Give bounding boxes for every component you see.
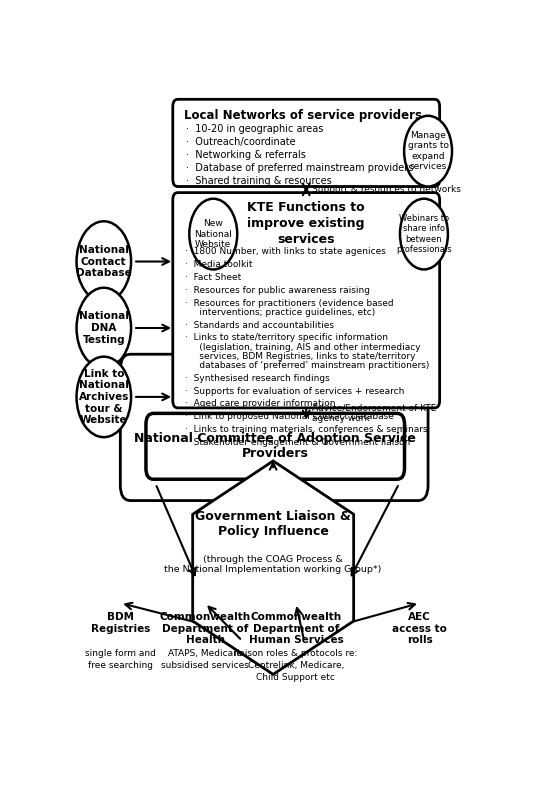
Text: Local Networks of service providers: Local Networks of service providers [184,109,422,122]
Text: Manage
grants to
expand
services: Manage grants to expand services [408,131,449,171]
Text: ·  Synthesised research findings: · Synthesised research findings [185,374,330,383]
Text: ·  Standards and accountabilities: · Standards and accountabilities [185,321,334,329]
Text: Link to
National
Archives
tour &
Website: Link to National Archives tour & Website [78,369,129,425]
Circle shape [404,116,452,187]
Text: ·  Links to state/territory specific information: · Links to state/territory specific info… [185,333,388,342]
Circle shape [77,221,131,302]
Text: subsidised services: subsidised services [161,661,249,670]
Text: AEC
access to
rolls: AEC access to rolls [392,612,447,645]
Text: ·  Aged care provider information: · Aged care provider information [185,399,336,409]
Text: KTE Functions to
improve existing
services: KTE Functions to improve existing servic… [247,201,365,246]
Text: Commonwealth
Department of
Human Services: Commonwealth Department of Human Service… [248,612,343,645]
Text: Commonwealth
Department of
Health: Commonwealth Department of Health [159,612,251,645]
Text: National Committee of Adoption Service
Providers: National Committee of Adoption Service P… [134,432,416,460]
Text: single form and: single form and [85,649,156,658]
Text: Child Support etc: Child Support etc [256,673,335,682]
Text: ·  Database of preferred mainstream providers: · Database of preferred mainstream provi… [187,162,414,173]
Text: ·  10-20 in geographic areas: · 10-20 in geographic areas [187,124,324,135]
Text: ·  Resources for practitioners (evidence based: · Resources for practitioners (evidence … [185,299,394,308]
Text: Webinars to
share info
between
professionals: Webinars to share info between professio… [396,214,452,254]
Text: databases of ‘preferred’ mainstream practitioners): databases of ‘preferred’ mainstream prac… [185,361,430,370]
Text: New
National
Website: New National Website [195,219,232,249]
FancyBboxPatch shape [173,192,440,408]
Text: Advice/Endorsement of KTE
agency work: Advice/Endorsement of KTE agency work [312,404,437,424]
Text: Centrelink, Medicare,: Centrelink, Medicare, [248,661,344,670]
Polygon shape [192,461,354,675]
Circle shape [189,199,237,269]
Text: ·  Media toolkit: · Media toolkit [185,261,253,269]
Text: National
DNA
Testing: National DNA Testing [79,311,129,345]
Text: BDM
Registries: BDM Registries [91,612,150,634]
Text: Government Liaison &
Policy Influence: Government Liaison & Policy Influence [195,510,351,538]
Text: liaison roles & protocols re:: liaison roles & protocols re: [234,649,358,658]
Text: ·  Networking & referrals: · Networking & referrals [187,150,306,160]
Text: National
Contact
Database: National Contact Database [76,245,132,278]
Text: (legislation, training, AIS and other intermediacy: (legislation, training, AIS and other in… [185,343,421,352]
Text: ·  Supports for evaluation of services + research: · Supports for evaluation of services + … [185,386,405,395]
Text: ·  Links to training materials, conferences & seminars: · Links to training materials, conferenc… [185,425,428,434]
Text: ·  Outreach/coordinate: · Outreach/coordinate [187,137,296,147]
Text: (through the COAG Process &
the National Implementation working Group*): (through the COAG Process & the National… [165,555,382,574]
Text: ·  Fact Sheet: · Fact Sheet [185,273,241,282]
Text: ·  Stakeholder engagement & Government liaison: · Stakeholder engagement & Government li… [185,438,410,447]
Circle shape [400,199,448,269]
Circle shape [77,356,131,437]
Text: ·  Resources for public awareness raising: · Resources for public awareness raising [185,286,370,295]
Circle shape [77,287,131,368]
FancyBboxPatch shape [146,413,405,479]
Text: ·  1800 Number, with links to state agenices: · 1800 Number, with links to state ageni… [185,247,386,257]
Text: free searching: free searching [88,661,153,670]
Text: ATAPS, Medicare: ATAPS, Medicare [168,649,242,658]
Text: interventions; practice guidelines, etc): interventions; practice guidelines, etc) [185,308,375,317]
FancyBboxPatch shape [173,99,440,186]
Text: ·  Link to proposed National Contact Database: · Link to proposed National Contact Data… [185,412,394,421]
Text: services, BDM Registries, links to state/territory: services, BDM Registries, links to state… [185,352,416,361]
Text: ·  Shared training & resources: · Shared training & resources [187,176,332,185]
Text: Support & resources to networks: Support & resources to networks [312,185,461,194]
